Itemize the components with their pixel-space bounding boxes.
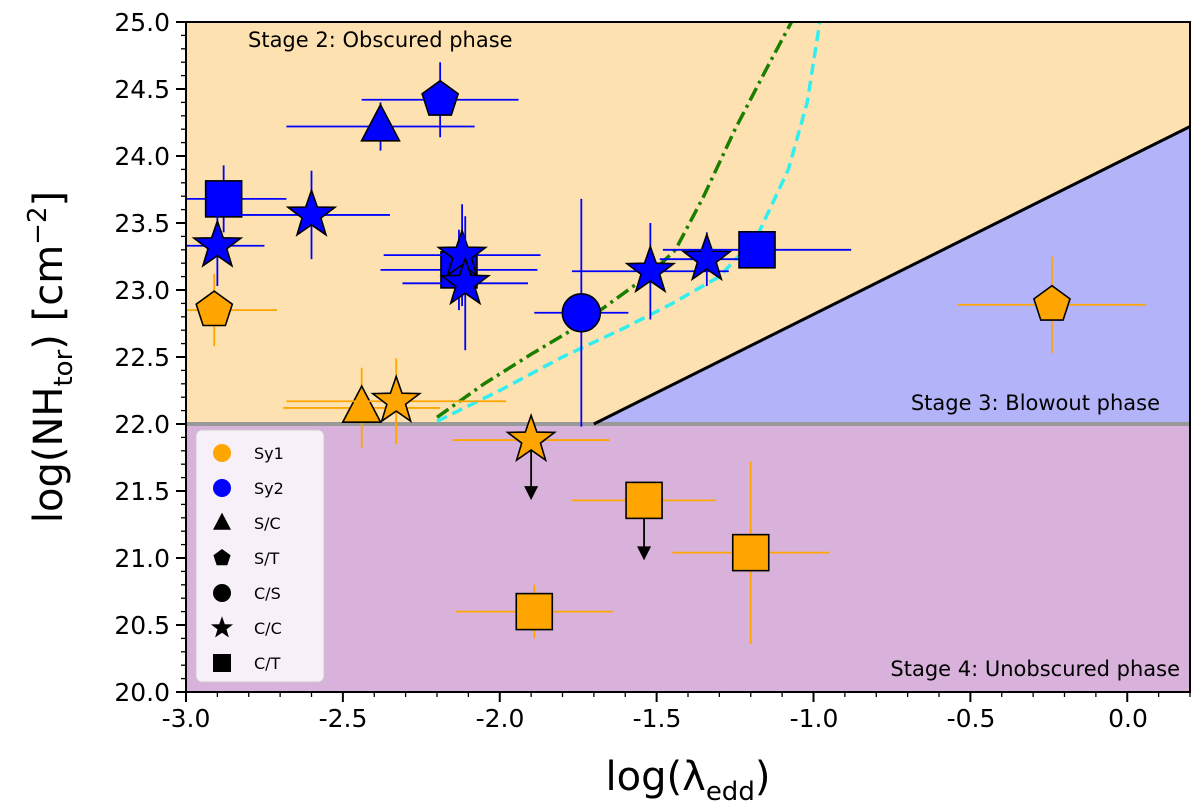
y-tick-label: 23.5 <box>114 209 170 238</box>
x-axis-label: log(λedd) <box>606 754 771 807</box>
model-curves <box>435 22 822 423</box>
legend-marker-triangle <box>213 512 231 530</box>
legend-marker-circle <box>213 584 231 602</box>
y-tick-label: 22.0 <box>114 410 170 439</box>
data-point <box>452 412 610 501</box>
legend-marker-pentagon <box>213 549 231 566</box>
data-point <box>186 205 265 286</box>
marker-pentagon <box>1032 284 1071 321</box>
marker-square <box>731 533 770 572</box>
legend-marker-circle <box>213 479 231 497</box>
marker-triangle <box>341 384 383 424</box>
legend-label: Sy1 <box>254 444 284 463</box>
marker-star <box>624 244 677 294</box>
blowout-boundary-line <box>593 125 1190 426</box>
legend-label: C/S <box>254 584 281 603</box>
data-point <box>534 198 629 427</box>
marker-square <box>204 180 243 218</box>
y-tick-label: 23.0 <box>114 276 170 305</box>
y-axis: 20.0 20.5 21.0 21.5 22.0 22.5 23.0 23.5 … <box>114 8 170 707</box>
legend-label: S/C <box>254 514 281 533</box>
x-axis: -3.0 -2.5 -2.0 -1.5 -1.0 -0.5 0.0 <box>162 704 1148 733</box>
dashed-curve <box>436 22 822 423</box>
marker-star <box>191 218 244 268</box>
data-point <box>402 216 528 351</box>
marker-triangle <box>360 102 401 142</box>
x-tick-label: -1.0 <box>790 704 839 733</box>
data-point <box>286 358 507 445</box>
x-tick-label: -2.5 <box>319 704 368 733</box>
data-point <box>455 584 613 639</box>
region-obscured <box>186 22 1190 424</box>
data-point <box>361 62 519 138</box>
legend-label: S/T <box>254 549 280 568</box>
x-tick-label: -2.0 <box>476 704 525 733</box>
marker-star <box>680 232 733 282</box>
x-tick-label: -1.5 <box>633 704 682 733</box>
data-point <box>571 481 717 561</box>
data-point <box>659 232 754 286</box>
data-point <box>283 367 441 449</box>
legend-marker-star <box>210 616 234 638</box>
x-tick-label: -3.0 <box>162 704 211 733</box>
data-point <box>957 256 1147 353</box>
legend-label: C/C <box>254 619 282 638</box>
region-label-obscured: Stage 2: Obscured phase <box>248 28 513 52</box>
data-point <box>286 102 475 151</box>
marker-star <box>505 412 557 463</box>
marker-star <box>285 187 338 237</box>
y-tick-label: 22.5 <box>114 343 170 372</box>
y-tick-label: 24.0 <box>114 142 170 171</box>
y-tick-label: 20.5 <box>114 611 170 640</box>
marker-circle <box>561 292 602 333</box>
data-point <box>186 273 277 347</box>
region-label-blowout: Stage 3: Blowout phase <box>911 391 1160 415</box>
y-axis-label: log(NHtor) [cm−2] <box>23 191 79 523</box>
marker-star <box>439 256 492 306</box>
upper-limit-arrow-head <box>524 486 539 501</box>
legend-marker-square <box>213 654 231 672</box>
marker-square <box>738 231 776 269</box>
x-tick-label: -0.5 <box>947 704 996 733</box>
y-tick-label: 25.0 <box>114 8 170 37</box>
marker-square <box>625 481 663 520</box>
x-tick-label: 0.0 <box>1108 704 1148 733</box>
legend: Sy1 Sy2 S/C S/T C/S C/C C/T <box>195 429 325 683</box>
boundary-lines <box>186 125 1190 426</box>
y-tick-label: 20.0 <box>114 678 170 707</box>
upper-limit-arrow-head <box>637 546 652 561</box>
data-points <box>186 62 1147 644</box>
dashdot-curve <box>435 22 794 419</box>
legend-marker-circle <box>213 444 231 462</box>
data-point <box>672 461 830 644</box>
y-tick-label: 21.0 <box>114 544 170 573</box>
legend-label: Sy2 <box>254 479 284 498</box>
region-label-unobscured: Stage 4: Unobscured phase <box>890 657 1180 681</box>
marker-pentagon <box>195 290 234 327</box>
marker-star <box>370 374 423 424</box>
y-tick-label: 21.5 <box>114 477 170 506</box>
axis-ticks <box>176 21 1191 702</box>
marker-star <box>436 228 488 278</box>
legend-label: C/T <box>254 654 281 673</box>
data-point <box>233 170 390 260</box>
data-point <box>662 231 852 269</box>
data-point <box>186 165 287 233</box>
legend-markers <box>210 444 234 672</box>
y-tick-label: 24.5 <box>114 75 170 104</box>
marker-pentagon <box>421 79 460 116</box>
marker-square <box>515 592 554 631</box>
region-unobscured <box>186 424 1190 692</box>
